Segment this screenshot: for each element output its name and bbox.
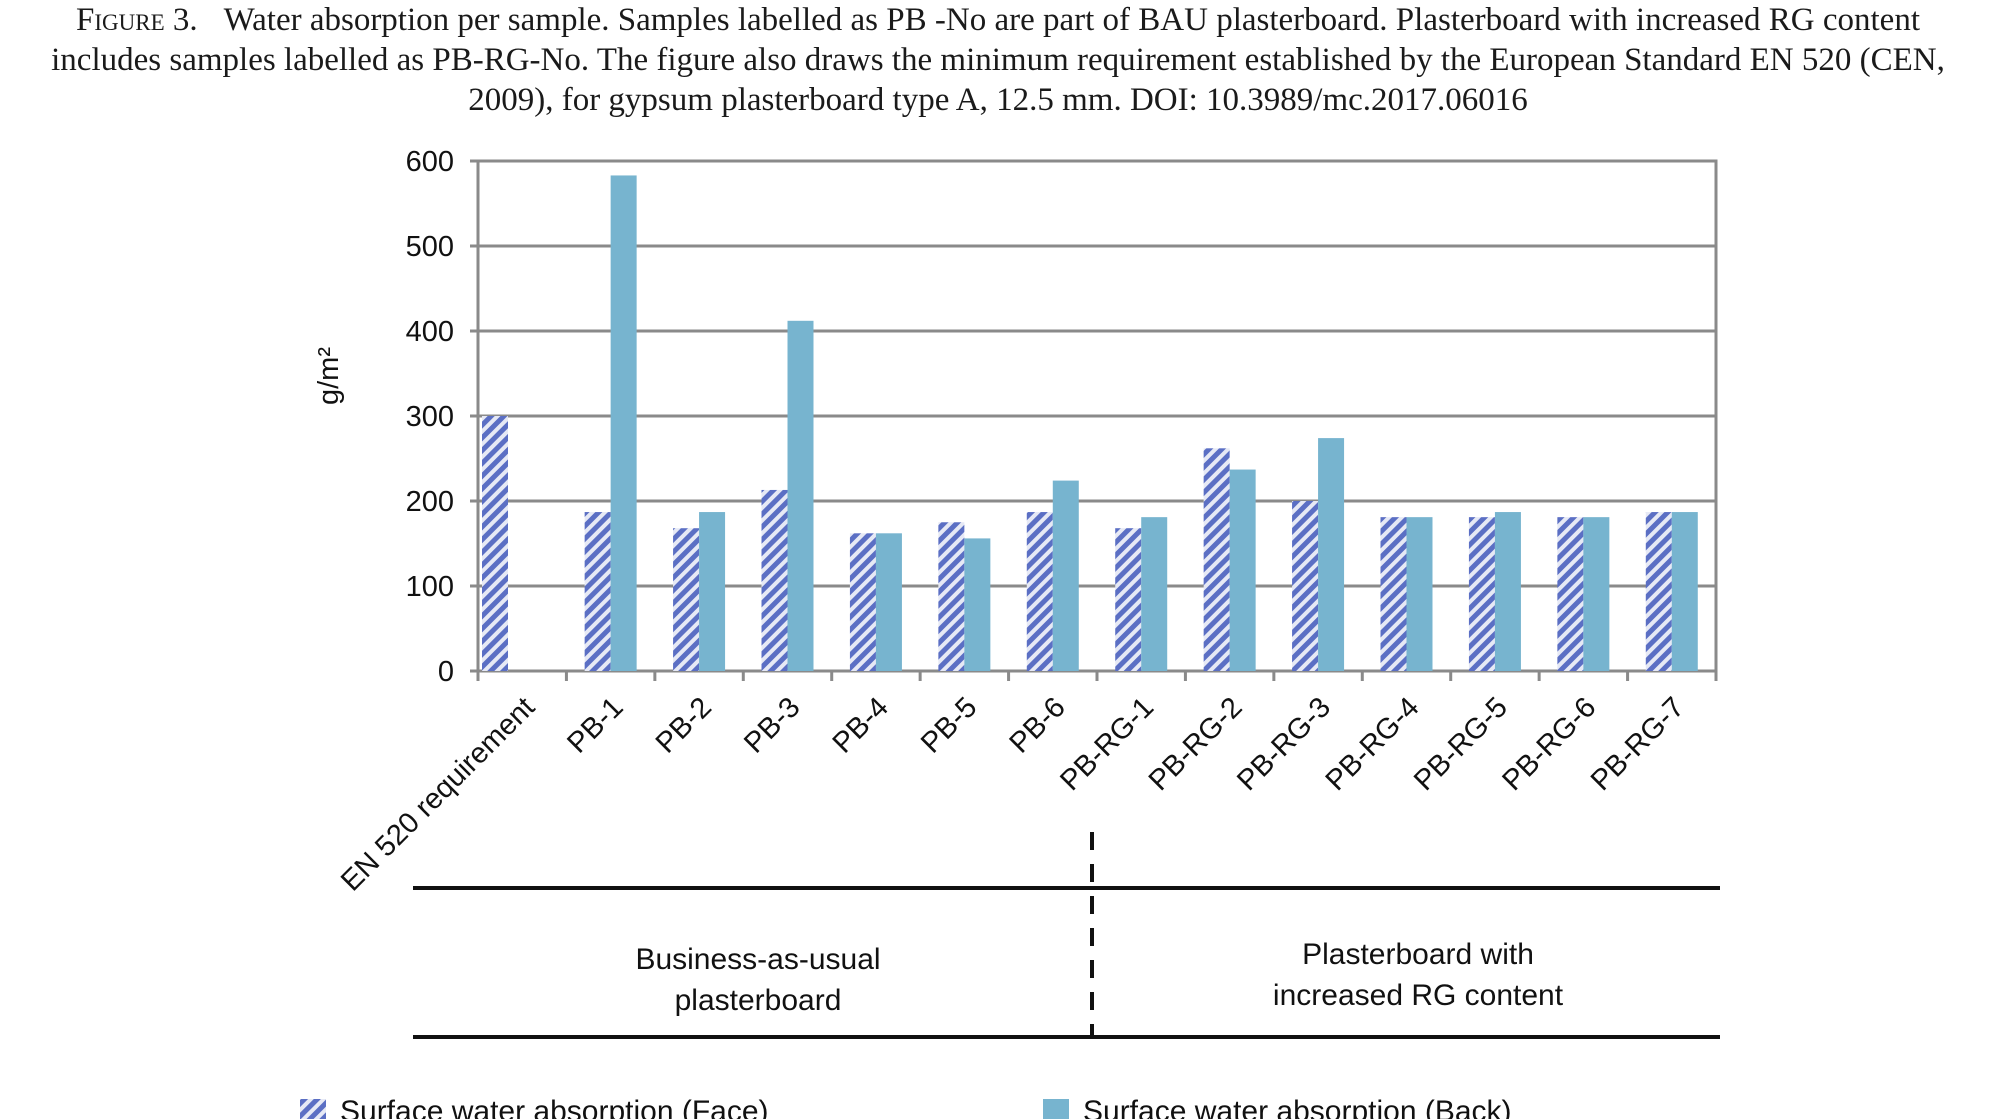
y-tick-label: 0 xyxy=(438,656,454,688)
y-tick-label: 300 xyxy=(406,401,454,433)
x-tick-label: PB-4 xyxy=(827,691,895,759)
bars xyxy=(482,175,1698,671)
bar-back-pb-rg-4 xyxy=(1406,517,1433,671)
group-annotation: Business-as-usual plasterboard Plasterboar… xyxy=(413,832,1720,1039)
bar-face-pb-rg-5 xyxy=(1468,517,1495,671)
gridlines xyxy=(476,159,1718,673)
bar-back-pb-rg-1 xyxy=(1141,517,1168,671)
bar-back-pb-3 xyxy=(787,320,814,671)
bar-face-pb-rg-3 xyxy=(1292,501,1319,671)
bar-face-pb-rg-2 xyxy=(1203,448,1230,671)
legend-swatch-face xyxy=(300,1099,326,1119)
x-tick-label: PB-2 xyxy=(650,691,718,759)
legend-label-face: Surface water absorption (Face) xyxy=(340,1095,769,1119)
legend-swatch-back xyxy=(1043,1099,1069,1119)
bar-face-pb-rg-1 xyxy=(1115,528,1142,671)
y-axis-label: g/m² xyxy=(313,347,345,405)
bar-face-pb-rg-7 xyxy=(1645,512,1672,671)
bar-back-pb-rg-2 xyxy=(1229,469,1256,671)
group-label: plasterboard xyxy=(675,984,842,1017)
bar-face-en-520-requirement xyxy=(482,416,508,671)
bar-back-pb-2 xyxy=(699,512,726,671)
x-tick-label: PB-RG-7 xyxy=(1585,691,1691,797)
x-tick-label: PB-RG-6 xyxy=(1496,691,1602,797)
x-tick-label: EN 520 requirement xyxy=(335,691,541,897)
bar-face-pb-1 xyxy=(584,512,611,671)
x-tick-label: PB-1 xyxy=(561,691,629,759)
y-tick-label: 100 xyxy=(406,571,454,603)
x-tick-label: PB-RG-3 xyxy=(1231,691,1337,797)
bar-face-pb-rg-6 xyxy=(1557,517,1584,671)
bar-face-pb-rg-4 xyxy=(1380,517,1407,671)
bar-back-pb-rg-3 xyxy=(1318,438,1345,671)
y-tick-label: 200 xyxy=(406,486,454,518)
legend: Surface water absorption (Face) Surface w… xyxy=(300,1095,1512,1119)
y-tick-label: 500 xyxy=(406,231,454,263)
bar-face-pb-5 xyxy=(938,522,965,671)
bar-back-pb-rg-7 xyxy=(1671,512,1698,671)
figure-caption-text: Water absorption per sample. Samples lab… xyxy=(51,2,1945,118)
group-label: increased RG content xyxy=(1273,979,1564,1012)
group-label: Business-as-usual xyxy=(635,943,880,976)
bar-back-pb-6 xyxy=(1052,480,1079,671)
bar-back-pb-1 xyxy=(610,175,637,671)
x-tick-label: PB-5 xyxy=(915,691,983,759)
bar-face-pb-3 xyxy=(761,489,788,671)
bar-face-pb-2 xyxy=(673,528,700,671)
bar-face-pb-4 xyxy=(849,533,876,671)
bar-back-pb-5 xyxy=(964,538,991,671)
group-label: Plasterboard with xyxy=(1302,938,1534,971)
bar-back-pb-4 xyxy=(875,533,902,671)
legend-label-back: Surface water absorption (Back) xyxy=(1083,1095,1512,1119)
y-tick-label: 600 xyxy=(406,146,454,178)
x-tick-label: PB-RG-1 xyxy=(1054,691,1160,797)
bar-back-pb-rg-5 xyxy=(1494,512,1521,671)
figure-caption: Figure 3. Water absorption per sample. Sa… xyxy=(20,0,1976,120)
x-tick-label: PB-6 xyxy=(1004,691,1072,759)
x-tick-label: PB-RG-2 xyxy=(1143,691,1249,797)
bar-face-pb-6 xyxy=(1026,512,1053,671)
x-tick-label: PB-3 xyxy=(738,691,806,759)
bar-back-pb-rg-6 xyxy=(1583,517,1610,671)
x-tick-label: PB-RG-4 xyxy=(1320,691,1426,797)
x-tick-label: PB-RG-5 xyxy=(1408,691,1514,797)
figure-label: Figure 3. xyxy=(76,2,198,38)
y-tick-label: 400 xyxy=(406,316,454,348)
